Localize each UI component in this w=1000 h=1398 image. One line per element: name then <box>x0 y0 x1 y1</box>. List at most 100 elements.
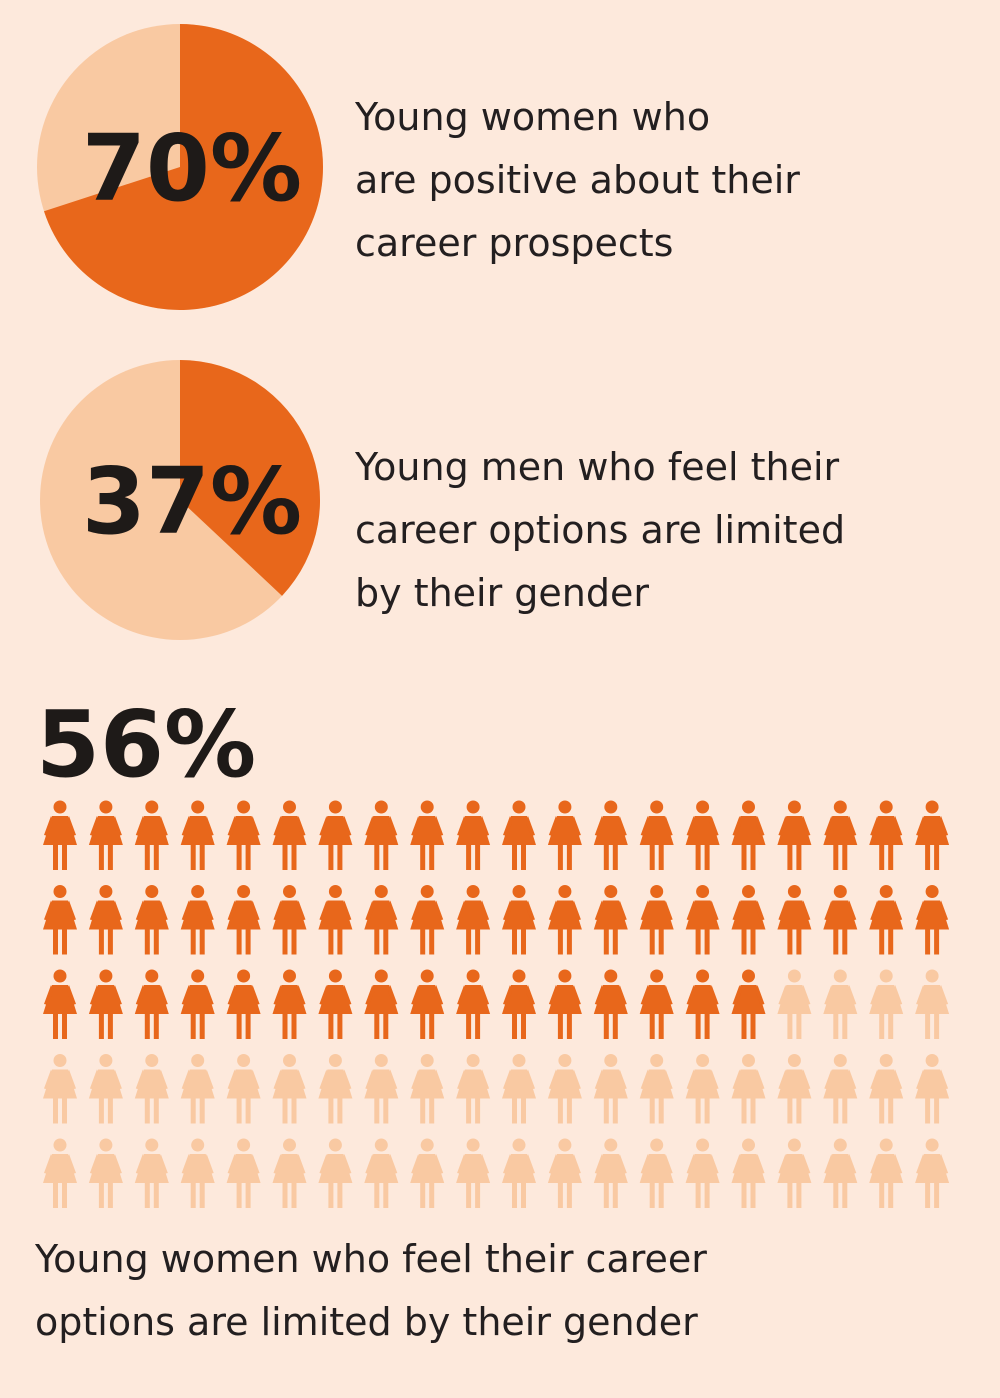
icon-head <box>145 885 159 898</box>
icon-leg <box>107 1097 113 1124</box>
icon-leg <box>429 928 435 955</box>
icon-leg <box>328 1097 334 1124</box>
icon-leg <box>383 1013 389 1039</box>
percent-label: 37% <box>82 448 302 555</box>
icon-leg <box>603 1182 609 1208</box>
icon-head <box>374 1138 388 1152</box>
person-icon <box>777 1138 812 1208</box>
icon-leg <box>245 928 251 955</box>
icon-leg <box>153 928 159 955</box>
icon-head <box>696 800 710 814</box>
icon-leg <box>658 1013 664 1039</box>
icon-leg <box>833 1182 839 1208</box>
icon-arms <box>319 1069 352 1090</box>
icon-leg <box>649 1097 655 1124</box>
person-icon <box>502 1138 536 1208</box>
person-icon <box>869 1054 904 1124</box>
icon-head <box>558 800 572 814</box>
icon-arms <box>686 1154 719 1174</box>
icon-leg <box>429 1182 435 1208</box>
icon-leg <box>291 1013 297 1039</box>
person-icon <box>272 969 307 1039</box>
person-icon <box>869 969 904 1039</box>
icon-arms <box>870 1154 903 1174</box>
icon-leg <box>98 1013 104 1039</box>
icon-leg <box>337 928 343 955</box>
icon-leg <box>291 928 297 955</box>
icon-leg <box>842 1013 848 1039</box>
filled-icons <box>43 800 950 1039</box>
person-icon <box>685 1138 720 1208</box>
icon-leg <box>695 844 701 870</box>
icon-arms <box>824 1069 857 1090</box>
icon-leg <box>521 1013 526 1039</box>
icon-leg <box>879 1182 885 1208</box>
icon-leg <box>888 1013 894 1039</box>
person-icon <box>410 1054 445 1124</box>
icon-head <box>742 885 755 898</box>
icon-leg <box>53 1013 58 1039</box>
icon-arms <box>548 985 581 1005</box>
person-icon <box>502 1054 536 1124</box>
icon-arms <box>824 985 857 1005</box>
pie-slice <box>180 360 321 596</box>
person-icon <box>915 969 950 1039</box>
person-icon <box>134 969 169 1039</box>
icon-arms <box>916 985 949 1005</box>
person-icon <box>318 1138 353 1208</box>
icon-leg <box>236 1182 242 1208</box>
icon-arms <box>916 900 949 921</box>
icon-head <box>466 969 480 983</box>
icon-leg <box>842 1182 848 1208</box>
icon-leg <box>750 1013 756 1039</box>
icon-head <box>925 1138 939 1152</box>
icon-leg <box>98 1097 104 1124</box>
icon-leg <box>282 1182 288 1208</box>
icon-head <box>604 1138 618 1152</box>
person-icon <box>180 1054 215 1124</box>
icon-leg <box>603 1013 609 1039</box>
icon-leg <box>153 1097 159 1124</box>
person-icon <box>88 969 123 1039</box>
icon-leg <box>53 844 58 870</box>
description: Young women who <box>354 95 710 139</box>
icon-leg <box>879 1013 885 1039</box>
icon-leg <box>658 1182 664 1208</box>
person-icon <box>685 969 720 1039</box>
icon-leg <box>934 1182 940 1208</box>
person-icon <box>364 885 399 955</box>
icon-arms <box>457 985 490 1005</box>
person-icon <box>43 1054 77 1124</box>
person-icon <box>869 800 904 870</box>
icon-leg <box>245 1013 251 1039</box>
person-icon <box>777 800 812 870</box>
percent-label: 70% <box>82 115 302 222</box>
person-icon <box>547 969 582 1039</box>
icon-arms <box>365 985 398 1005</box>
icon-arms <box>44 816 76 836</box>
icon-leg <box>107 928 113 955</box>
icon-leg <box>374 1182 380 1208</box>
icon-arms <box>89 900 122 921</box>
icon-arms <box>594 985 627 1005</box>
icon-head <box>925 885 939 898</box>
icon-leg <box>512 1097 517 1124</box>
person-icon <box>869 885 904 955</box>
icon-leg <box>704 928 710 955</box>
icon-head <box>99 885 113 898</box>
icon-leg <box>925 1182 931 1208</box>
icon-leg <box>328 844 334 870</box>
icon-head <box>283 1138 296 1152</box>
icon-head <box>879 1138 893 1152</box>
icon-arms <box>457 1154 490 1174</box>
icon-arms <box>411 900 444 921</box>
icon-leg <box>704 1182 710 1208</box>
icon-leg <box>741 928 747 955</box>
icon-arms <box>89 816 122 836</box>
icon-leg <box>245 1182 251 1208</box>
icon-head <box>604 885 618 898</box>
icon-arms <box>640 1154 673 1174</box>
icon-leg <box>741 1182 747 1208</box>
icon-head <box>237 1138 251 1152</box>
icon-arms <box>503 985 535 1005</box>
